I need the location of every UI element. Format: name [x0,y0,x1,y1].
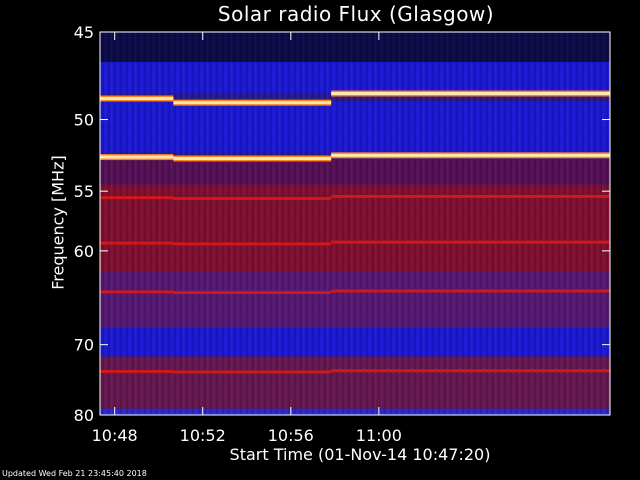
x-tick-label-3: 11:00 [356,426,402,445]
x-tick-label-0: 10:48 [92,426,138,445]
strong-line-1-0 [173,101,332,105]
y-tick-label-1: 50 [74,111,94,130]
strong-line-1-1 [173,156,332,160]
y-tick-label-5: 80 [74,406,94,425]
x-tick-label-2: 10:56 [268,426,314,445]
moderate-line-1-3 [173,370,332,374]
moderate-line-2-2 [331,289,610,293]
moderate-line-0-3 [100,369,174,373]
y-tick-label-3: 60 [74,242,94,261]
moderate-line-1-1 [173,242,332,246]
y-tick-label-2: 55 [74,182,94,201]
noise-texture [100,32,610,415]
updated-timestamp: Updated Wed Feb 21 23:45:40 2018 [2,469,147,478]
chart-title: Solar radio Flux (Glasgow) [217,2,495,26]
moderate-line-0-2 [100,290,174,294]
strong-line-0-1 [100,155,174,159]
moderate-line-2-0 [331,194,610,198]
moderate-line-1-0 [173,197,332,201]
y-tick-label-0: 45 [74,23,94,42]
x-tick-label-1: 10:52 [180,426,226,445]
y-tick-label-4: 70 [74,336,94,355]
moderate-line-2-1 [331,240,610,244]
x-axis-label: Start Time (01-Nov-14 10:47:20) [229,445,491,464]
moderate-line-1-2 [173,291,332,295]
strong-line-2-1 [331,153,610,157]
moderate-line-0-1 [100,241,174,245]
moderate-line-0-0 [100,196,174,200]
plot-frame [99,31,611,416]
spectrogram-area [100,32,610,415]
strong-line-2-0 [331,91,610,95]
moderate-line-2-3 [331,369,610,373]
emission-lines [100,90,610,374]
strong-line-0-0 [100,97,174,101]
